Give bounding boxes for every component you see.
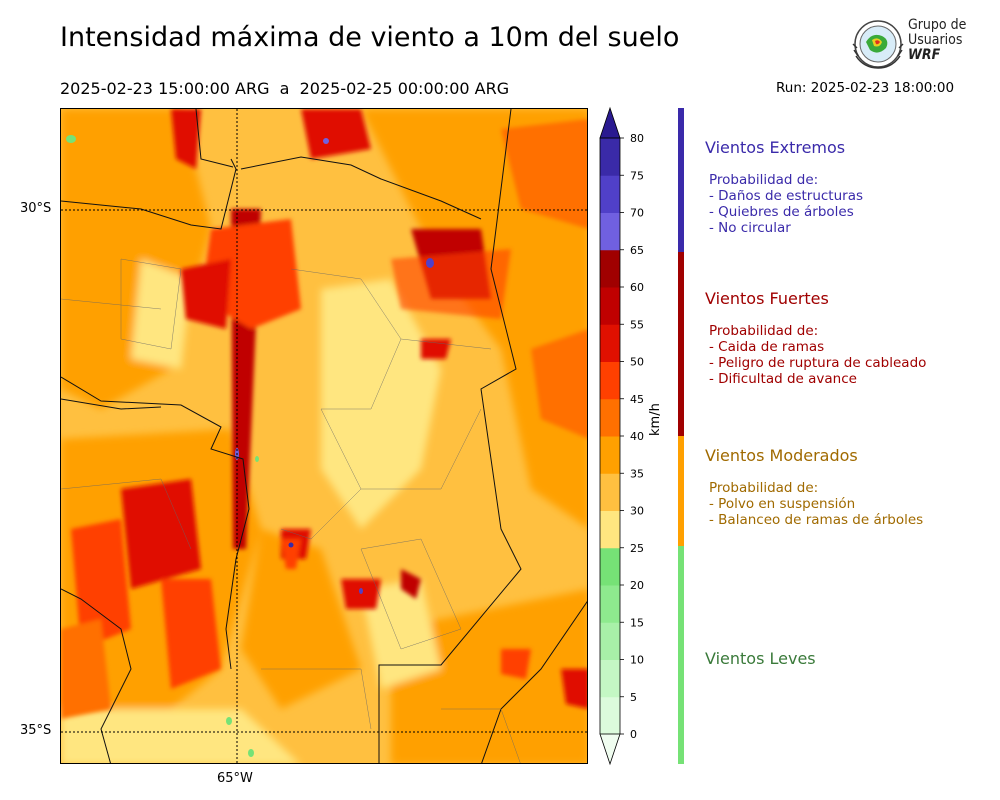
wind-field bbox=[61, 109, 587, 763]
colorbar-segment-under bbox=[599, 733, 621, 766]
category-title-light: Vientos Leves bbox=[705, 649, 816, 668]
category-bar-moderate bbox=[678, 436, 684, 546]
desc-line: - Dificultad de avance bbox=[709, 371, 857, 387]
colorbar-tick-label: 60 bbox=[630, 281, 644, 294]
category-bar-extreme bbox=[678, 108, 684, 252]
category-bar-light bbox=[678, 546, 684, 764]
colorbar-segment bbox=[600, 324, 620, 362]
colorbar-tick-label: 35 bbox=[630, 467, 644, 480]
desc-line: - Polvo en suspensión bbox=[709, 496, 856, 512]
colorbar-tick-label: 10 bbox=[630, 654, 644, 667]
wind-map bbox=[60, 108, 588, 764]
logo-text-line3: WRF bbox=[908, 47, 941, 63]
category-desc-moderate: Probabilidad de: - Polvo en suspensión -… bbox=[709, 480, 923, 528]
run-time: Run: 2025-02-23 18:00:00 bbox=[776, 80, 955, 96]
desc-line: - Peligro de ruptura de cableado bbox=[709, 355, 927, 371]
colorbar-segment bbox=[600, 696, 620, 735]
colorbar-segment bbox=[600, 510, 620, 549]
category-title-strong: Vientos Fuertes bbox=[705, 289, 829, 308]
desc-line: - Caida de ramas bbox=[709, 339, 825, 355]
desc-line: - Daños de estructuras bbox=[709, 188, 864, 204]
colorbar-tick-label: 20 bbox=[630, 579, 644, 592]
wrf-logo: Grupo de Usuarios WRF bbox=[848, 16, 978, 72]
logo-text-line1: Grupo de bbox=[908, 17, 967, 33]
category-desc-strong: Probabilidad de: - Caida de ramas - Peli… bbox=[709, 323, 926, 387]
lat-label-35s: 35°S bbox=[20, 723, 52, 738]
colorbar: 0 5 10 15 20 25 30 35 40 45 50 55 60 65 70 75 80 bbox=[599, 106, 644, 766]
desc-line: Probabilidad de: bbox=[709, 172, 819, 188]
page-title: Intensidad máxima de viento a 10m del su… bbox=[60, 22, 680, 53]
category-desc-extreme: Probabilidad de: - Daños de estructuras … bbox=[709, 172, 863, 236]
colorbar-tick-label: 70 bbox=[630, 207, 644, 220]
colorbar-segment-over bbox=[599, 106, 621, 139]
colorbar-segment bbox=[600, 659, 620, 698]
colorbar-tick-label: 50 bbox=[630, 356, 644, 369]
desc-line: Probabilidad de: bbox=[709, 323, 819, 339]
desc-line: - Quiebres de árboles bbox=[709, 204, 854, 220]
desc-line: - Balanceo de ramas de árboles bbox=[709, 512, 924, 528]
colorbar-segment bbox=[600, 138, 620, 176]
desc-line: Probabilidad de: bbox=[709, 480, 819, 496]
desc-line: - No circular bbox=[709, 220, 791, 236]
logo-text-line2: Usuarios bbox=[908, 32, 963, 48]
colorbar-tick-label: 75 bbox=[630, 169, 644, 182]
colorbar-tick-label: 25 bbox=[630, 542, 644, 555]
colorbar-segment bbox=[600, 436, 620, 474]
colorbar-tick-label: 0 bbox=[630, 728, 637, 741]
colorbar-segment bbox=[600, 622, 620, 660]
colorbar-tick-label: 15 bbox=[630, 616, 644, 629]
colorbar-tick-label: 55 bbox=[630, 318, 644, 331]
colorbar-tick-label: 45 bbox=[630, 393, 644, 406]
globe-icon bbox=[852, 20, 904, 69]
category-bar-strong bbox=[678, 252, 684, 436]
colorbar-segment bbox=[600, 585, 620, 623]
colorbar-tick-label: 30 bbox=[630, 505, 644, 518]
category-title-moderate: Vientos Moderados bbox=[705, 446, 858, 465]
category-title-extreme: Vientos Extremos bbox=[705, 138, 846, 157]
colorbar-segment bbox=[600, 473, 620, 511]
colorbar-segment bbox=[600, 287, 620, 325]
colorbar-segment bbox=[600, 249, 620, 288]
colorbar-segment bbox=[600, 398, 620, 437]
colorbar-segment bbox=[600, 361, 620, 400]
lat-label-30s: 30°S bbox=[20, 201, 52, 216]
date-range: 2025-02-23 15:00:00 ARG a 2025-02-25 00:… bbox=[60, 79, 510, 98]
colorbar-tick-label: 65 bbox=[630, 244, 644, 257]
colorbar-segment bbox=[600, 212, 620, 251]
colorbar-tick-label: 5 bbox=[630, 691, 637, 704]
colorbar-tick-label: 40 bbox=[630, 430, 644, 443]
colorbar-segment bbox=[600, 547, 620, 586]
colorbar-segment bbox=[600, 175, 620, 213]
colorbar-unit: km/h bbox=[648, 403, 663, 436]
colorbar-tick-label: 80 bbox=[630, 132, 644, 145]
lon-label-65w: 65°W bbox=[217, 771, 253, 786]
